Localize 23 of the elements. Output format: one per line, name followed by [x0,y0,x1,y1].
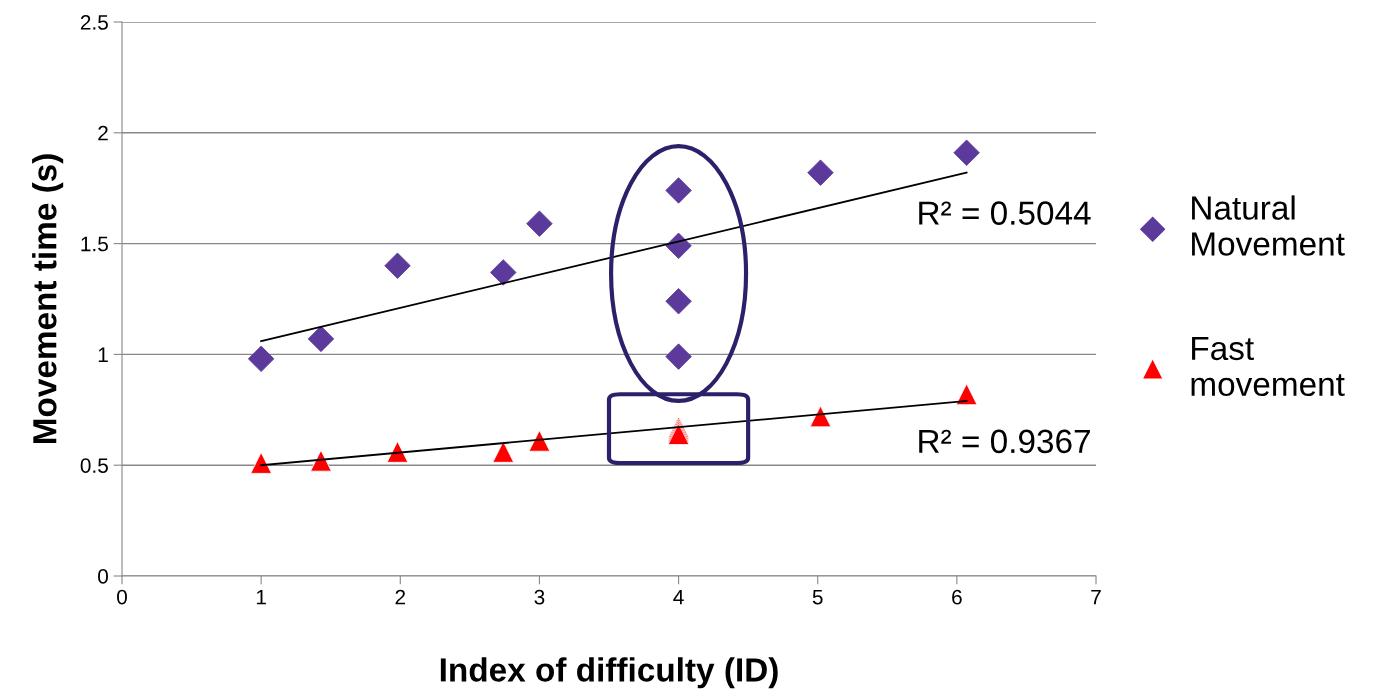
x-tick-label: 3 [534,589,545,605]
x-axis-title: Index of difficulty (ID) [440,657,778,689]
y-tick-label: 0 [98,569,108,584]
x-tick-label: 1 [256,589,266,605]
x-tick-label: 2 [395,589,406,605]
x-tick-label: 5 [812,589,823,605]
x-tick-label: 7 [1091,589,1101,605]
annotation: R² = 0.5044 [919,201,1091,225]
point [384,252,411,279]
y-axis-title: Movement time (s) [32,154,64,444]
y-tick-label: 0.5 [80,458,108,473]
x-tick-label: 0 [117,589,127,605]
y-tick-label: 2.5 [80,15,108,30]
point [526,210,553,237]
y-tick-label: 2 [98,125,108,141]
legend-label: Fast movement [1191,336,1345,397]
legend-label: Natural Movement [1192,195,1345,256]
annotation: R² = 0.9367 [919,429,1090,454]
y-tick-label: 1.5 [81,236,108,252]
x-tick-label: 6 [952,589,962,605]
y-tick-label: 1 [98,347,108,362]
point [953,139,980,166]
x-tick-label: 4 [673,589,684,605]
